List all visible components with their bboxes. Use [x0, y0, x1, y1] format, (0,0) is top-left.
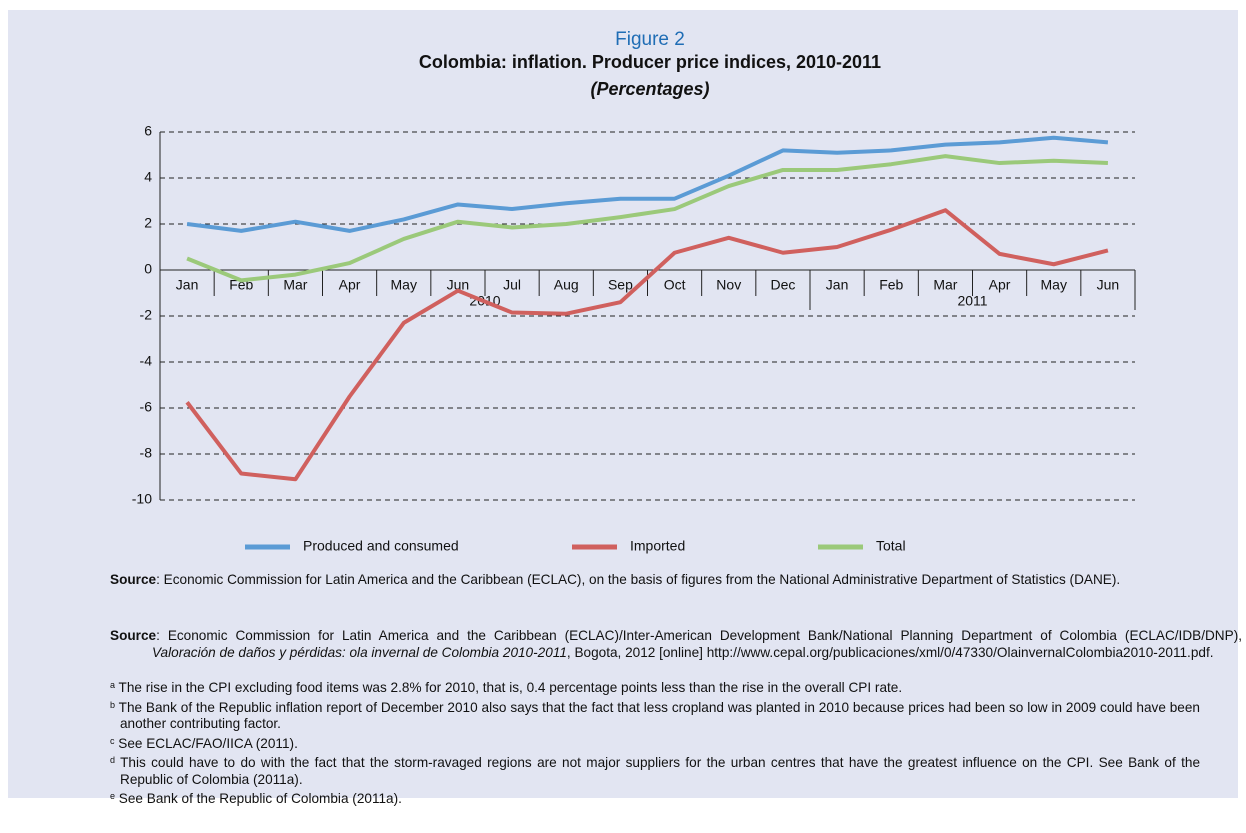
legend-label: Produced and consumed	[303, 538, 459, 554]
y-tick-label: -10	[132, 491, 152, 507]
footnote: c See ECLAC/FAO/IICA (2011).	[110, 733, 1200, 753]
footnote-text: The rise in the CPI excluding food items…	[118, 680, 903, 695]
source-note: Source: Economic Commission for Latin Am…	[110, 572, 1242, 589]
source-text: , Bogota, 2012 [online] http://www.cepal…	[566, 644, 1214, 660]
chart-title: Colombia: inflation. Producer price indi…	[419, 52, 881, 72]
x-tick-label: Jun	[1097, 277, 1120, 293]
y-tick-label: -2	[140, 307, 153, 323]
y-tick-label: 2	[144, 215, 152, 231]
y-tick-label: 4	[144, 169, 152, 185]
footnote: b The Bank of the Republic inflation rep…	[110, 697, 1200, 733]
source-text: : Economic Commission for Latin America …	[156, 628, 1242, 643]
x-tick-label: Jun	[447, 277, 470, 293]
footnote-mark: e	[110, 791, 116, 801]
footnote-mark: d	[110, 755, 116, 765]
x-tick-label: Jan	[826, 277, 849, 293]
source-label: Source	[110, 572, 157, 587]
series-line	[186, 135, 1109, 233]
x-tick-label: Apr	[989, 277, 1011, 293]
chart-subtitle: (Percentages)	[590, 79, 709, 99]
y-tick-label: -4	[140, 353, 153, 369]
group-label: 2011	[957, 293, 987, 309]
footnote-mark: b	[110, 699, 116, 710]
x-tick-label: Sep	[608, 277, 633, 293]
series-line	[186, 154, 1109, 283]
x-tick-label: Feb	[879, 277, 903, 293]
x-tick-label: May	[391, 277, 417, 293]
x-tick-label: Aug	[554, 277, 579, 293]
x-tick-label: Jul	[503, 277, 521, 293]
footnote: e See Bank of the Republic of Colombia (…	[110, 788, 1200, 808]
x-tick-label: Mar	[283, 277, 307, 293]
chart: Figure 2 Colombia: inflation. Producer p…	[132, 29, 1136, 554]
x-tick-label: Mar	[933, 277, 957, 293]
source-label: Source	[110, 628, 157, 643]
footnote-text: See ECLAC/FAO/IICA (2011).	[118, 735, 298, 751]
source-text: : Economic Commission for Latin America …	[156, 572, 1121, 587]
footnote-text: The Bank of the Republic inflation repor…	[118, 699, 1200, 732]
x-tick-label: May	[1041, 277, 1067, 293]
footnote-text: This could have to do with the fact that…	[120, 755, 1200, 787]
y-tick-label: -6	[140, 399, 153, 415]
source-title: Valoración de daños y pérdidas: ola inve…	[152, 644, 567, 660]
x-tick-label: Nov	[716, 277, 741, 293]
x-tick-label: Oct	[664, 277, 686, 293]
footnote-mark: c	[110, 735, 115, 746]
x-tick-label: Apr	[339, 277, 361, 293]
notes: a The rise in the CPI excluding food ite…	[110, 677, 1200, 808]
footnote-text: See Bank of the Republic of Colombia (20…	[118, 791, 402, 806]
footnote: a The rise in the CPI excluding food ite…	[110, 677, 1200, 697]
series-line	[185, 208, 1109, 482]
x-tick-label: Dec	[770, 277, 795, 293]
x-tick-label: Jan	[176, 277, 199, 293]
legend-label: Imported	[630, 538, 685, 554]
legend-label: Total	[876, 538, 906, 554]
y-tick-label: -8	[140, 445, 153, 461]
y-tick-label: 0	[144, 261, 152, 277]
source-note: Source: Economic Commission for Latin Am…	[110, 628, 1242, 661]
figure-label: Figure 2	[615, 29, 685, 50]
footnote: d This could have to do with the fact th…	[110, 752, 1200, 788]
footnote-mark: a	[110, 680, 116, 690]
y-tick-label: 6	[144, 123, 152, 139]
